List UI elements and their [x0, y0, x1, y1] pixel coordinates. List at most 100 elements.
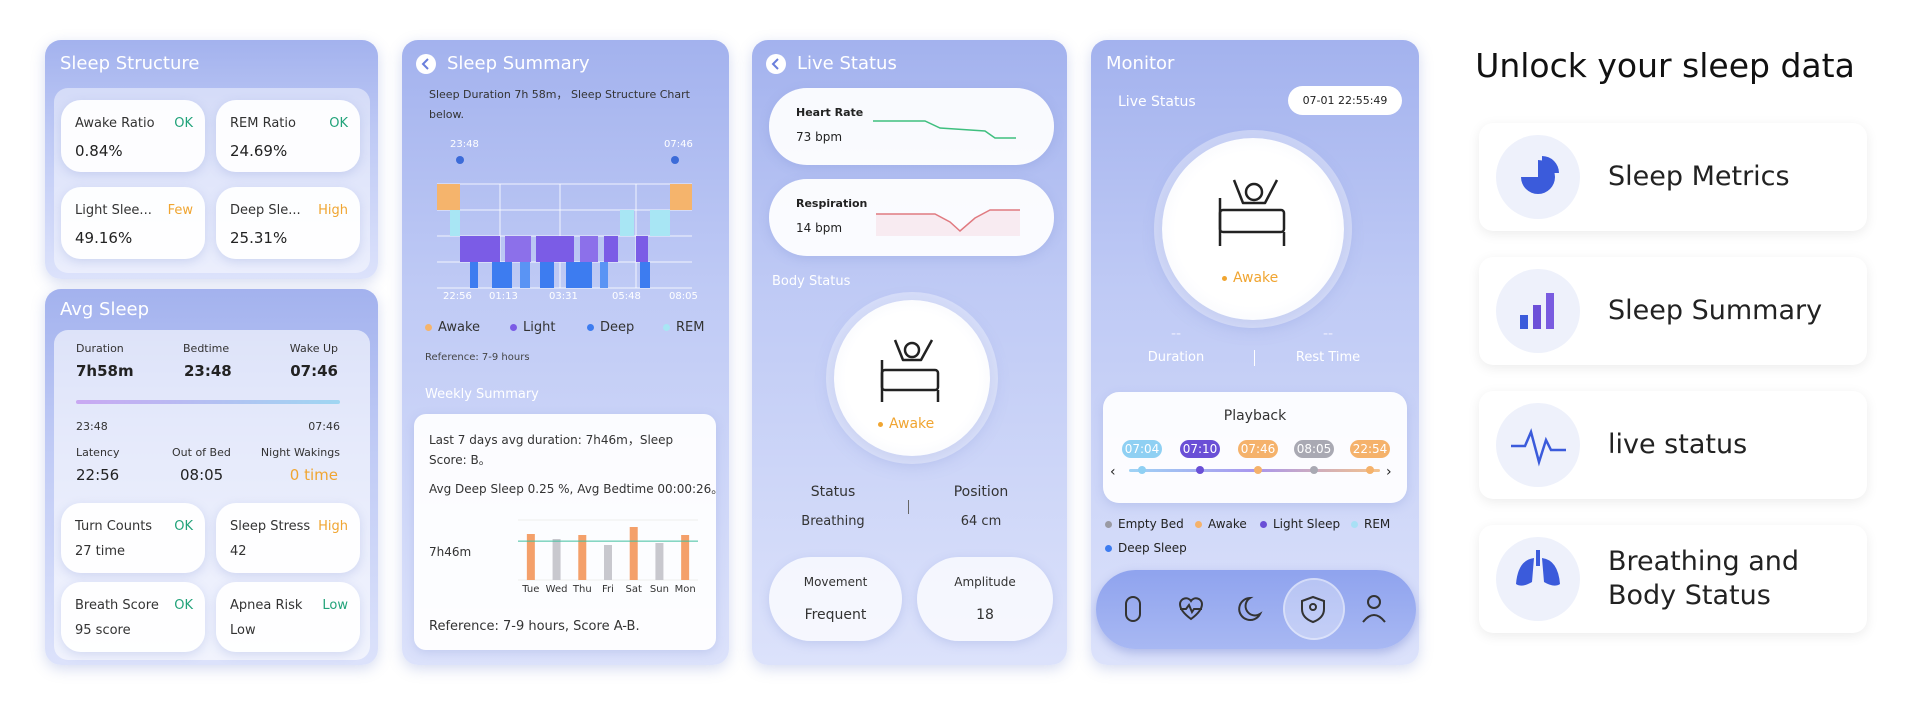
detail-value: 08:05	[180, 466, 224, 484]
vital-label: Heart Rate	[796, 106, 864, 119]
detail-label: Night Wakings	[260, 446, 340, 459]
metric-status: Few	[167, 203, 193, 218]
metric-label: Amplitude	[954, 575, 1016, 589]
status-label: Status	[810, 484, 856, 500]
time-pill[interactable]: 07:10	[1180, 440, 1220, 458]
metric-label: Light Slee...	[75, 203, 152, 218]
sleep-range-bar	[76, 400, 340, 404]
legend-dot	[1105, 545, 1112, 552]
time-label: 22:56	[443, 291, 472, 302]
time-label: 03:31	[549, 291, 578, 302]
time-pill[interactable]: 22:54	[1350, 440, 1390, 458]
metric-card: Apnea Risk Low Low	[216, 582, 360, 652]
summary-description: Sleep Duration 7h 58m， Sleep Structure C…	[429, 88, 690, 121]
back-button[interactable]	[416, 54, 436, 74]
time-pill[interactable]: 08:05	[1294, 440, 1334, 458]
nav-active	[1285, 580, 1343, 638]
legend-dot	[663, 324, 670, 331]
state-circle	[1162, 138, 1344, 320]
summary-label: Bedtime	[183, 342, 230, 355]
metric-card: Breath Score OK 95 score	[61, 582, 205, 652]
next-arrow[interactable]: ›	[1386, 464, 1392, 480]
state-label: Awake	[1222, 270, 1278, 286]
amplitude-card: Amplitude 18	[917, 557, 1053, 641]
duration-label: Duration	[1147, 350, 1205, 365]
metric-status: OK	[174, 116, 193, 131]
feature-card[interactable]: live status	[1479, 391, 1867, 499]
panel-title: Sleep Summary	[447, 53, 590, 74]
summary-label: Duration	[76, 342, 124, 355]
legend-dot	[1105, 521, 1112, 528]
timeline-dot	[1138, 466, 1146, 474]
feature-label: live status	[1608, 429, 1748, 460]
feature-label: Breathing and Body Status	[1608, 546, 1800, 611]
weekly-reference: Reference: 7-9 hours, Score A-B.	[429, 619, 640, 634]
feature-card[interactable]: Sleep Metrics	[1479, 123, 1867, 231]
metric-value: 18	[976, 607, 994, 623]
feature-card[interactable]: Breathing and Body Status	[1479, 525, 1867, 633]
metric-card: REM Ratio OK 24.69%	[216, 100, 360, 172]
back-button[interactable]	[766, 54, 786, 74]
metric-label: Awake Ratio	[75, 116, 155, 131]
legend-dot	[587, 324, 594, 331]
time-label: 01:13	[489, 291, 518, 302]
legend-label: REM	[1364, 517, 1391, 531]
time-pill[interactable]: 07:46	[1238, 440, 1278, 458]
weekly-text: Avg Deep Sleep 0.25 %, Avg Bedtime 00:00…	[429, 482, 724, 496]
promo-title: Unlock your sleep data	[1475, 46, 1855, 85]
legend-label: Awake	[438, 320, 481, 335]
legend-item: Deep Sleep	[1105, 541, 1187, 555]
detail-value: 22:56	[76, 466, 120, 484]
metric-label: Apnea Risk	[230, 598, 303, 613]
metric-label: Deep Sle...	[230, 203, 301, 218]
legend-label: REM	[676, 320, 705, 335]
time-label: 08:05	[669, 291, 698, 302]
metric-label: Movement	[803, 575, 868, 589]
section-title: Weekly Summary	[425, 387, 539, 402]
time-pill[interactable]: 07:04	[1122, 440, 1162, 458]
feature-icon-bg	[1496, 537, 1580, 621]
metric-status: Low	[322, 598, 348, 613]
prev-arrow[interactable]: ‹	[1110, 464, 1116, 480]
legend-item: Deep	[587, 320, 634, 335]
summary-value: 7h58m	[76, 362, 134, 380]
metric-status: OK	[174, 519, 193, 534]
legend-item: Light	[510, 320, 555, 335]
vital-value: 14 bpm	[796, 221, 843, 235]
legend-label: Empty Bed	[1118, 517, 1184, 531]
timeline-dot	[1196, 466, 1204, 474]
reference-text: Reference: 7-9 hours	[425, 352, 530, 363]
divider	[1254, 350, 1255, 366]
timeline-dot	[1366, 466, 1374, 474]
feature-icon-bg	[1496, 135, 1580, 219]
metric-label: Turn Counts	[75, 519, 153, 534]
range-start: 23:48	[76, 420, 108, 433]
legend-label: Awake	[1208, 517, 1247, 531]
metric-value: 25.31%	[230, 229, 288, 247]
metric-status: OK	[329, 116, 348, 131]
panel-title: Monitor	[1106, 53, 1175, 74]
rest-label: Rest Time	[1295, 350, 1361, 365]
panel-title: Live Status	[797, 53, 897, 74]
metric-card: Deep Sle... High 25.31%	[216, 187, 360, 259]
feature-label: Sleep Summary	[1608, 295, 1823, 326]
vital-label: Respiration	[796, 197, 868, 210]
legend-item: Awake	[1195, 517, 1247, 531]
end-marker: 07:46	[664, 139, 693, 150]
metric-status: High	[318, 519, 348, 534]
panel-title: Sleep Structure	[60, 53, 200, 74]
metric-value: 27 time	[75, 544, 126, 559]
status-value: Breathing	[801, 514, 865, 529]
legend-label: Deep Sleep	[1118, 541, 1187, 555]
divider	[908, 500, 909, 514]
legend-item: Awake	[425, 320, 480, 335]
metric-value: 49.16%	[75, 229, 133, 247]
state-text: Awake	[1233, 270, 1279, 286]
feature-card[interactable]: Sleep Summary	[1479, 257, 1867, 365]
metric-card: Awake Ratio OK 0.84%	[61, 100, 205, 172]
playback-title: Playback	[1223, 408, 1287, 424]
legend-item: Empty Bed	[1105, 517, 1184, 531]
respiration-card: Respiration 14 bpm	[769, 179, 1054, 256]
metric-label: Breath Score	[75, 598, 159, 613]
